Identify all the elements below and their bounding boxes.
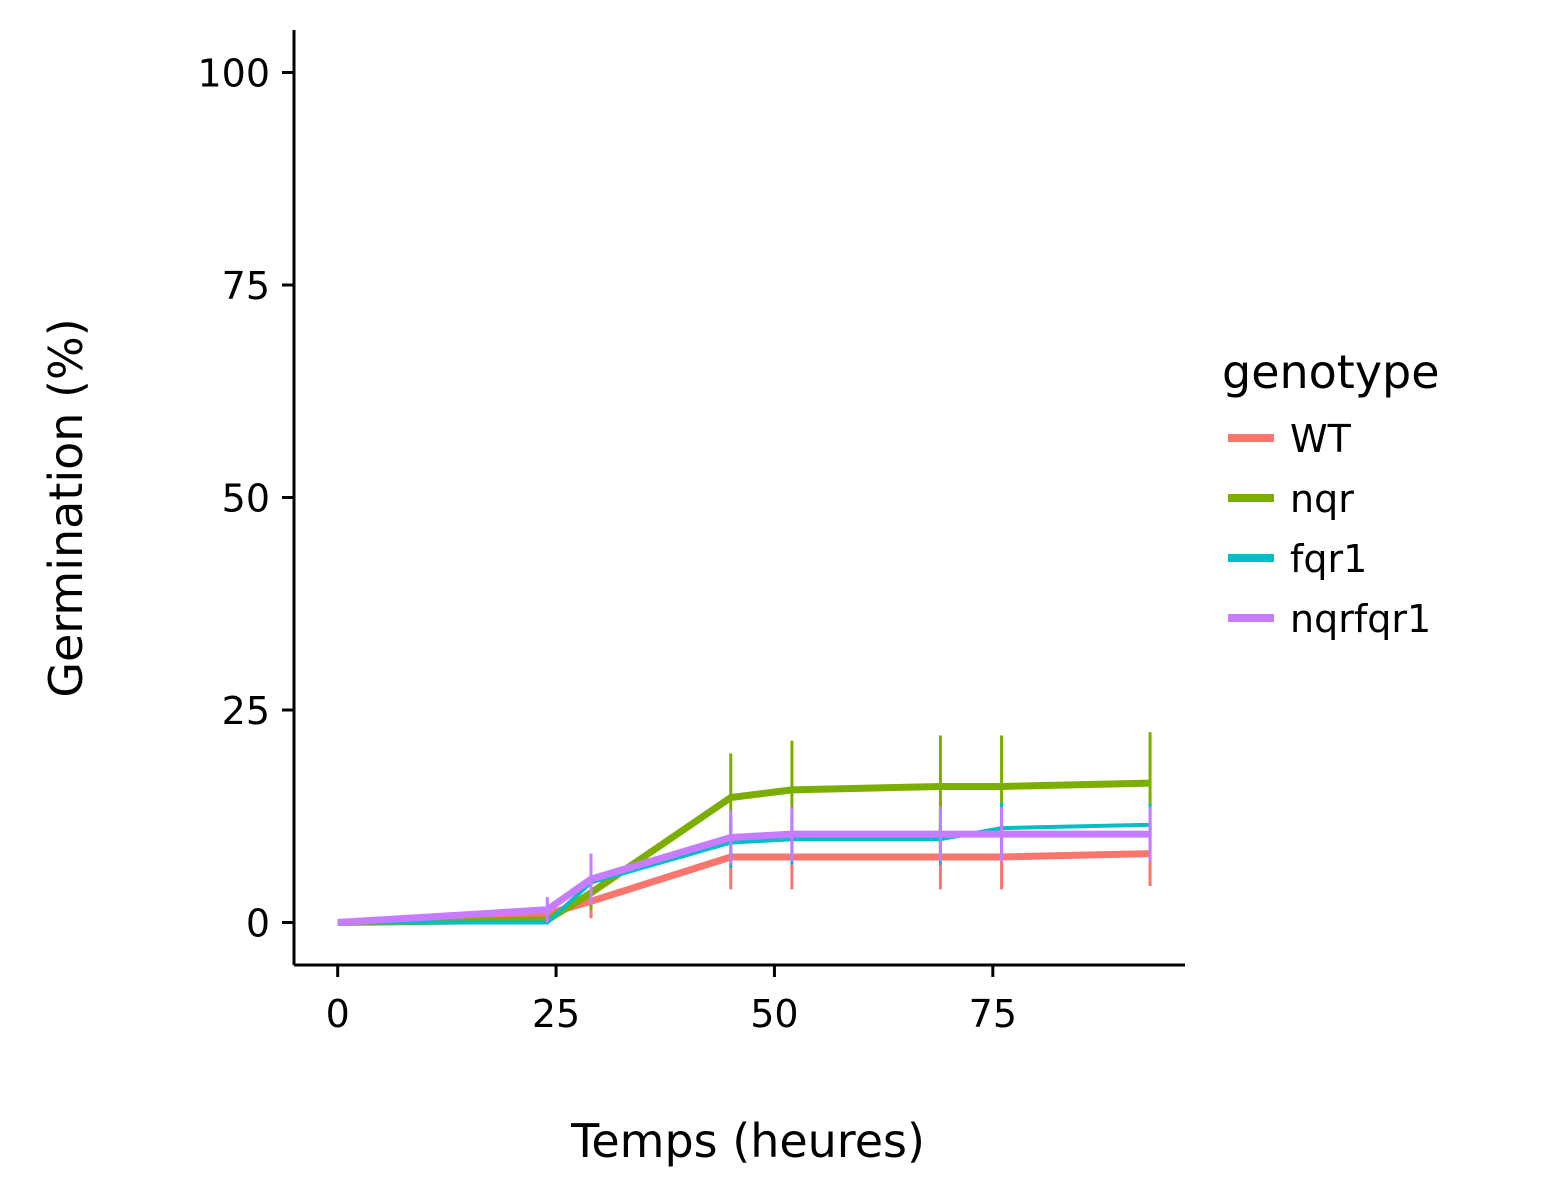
- axes: [292, 30, 1185, 967]
- legend-item-wt: WT: [1228, 417, 1352, 461]
- y-tick-label: 0: [246, 902, 270, 946]
- legend-item-fqr1: fqr1: [1228, 537, 1367, 581]
- y-tick-label: 75: [222, 264, 270, 308]
- x-tick-label: 25: [532, 992, 580, 1036]
- series-fqr1: [337, 802, 1152, 925]
- x-tick-label: 0: [326, 992, 350, 1036]
- legend-title: genotype: [1222, 345, 1440, 399]
- x-axis-title: Temps (heures): [570, 1114, 925, 1168]
- legend-label-fqr1: fqr1: [1290, 537, 1367, 581]
- series-line-fqr1: [337, 822, 1151, 925]
- legend-item-nqr: nqr: [1228, 477, 1354, 521]
- series-nqrfqr1: [337, 806, 1152, 926]
- y-tick-label: 100: [197, 52, 270, 96]
- y-tick-label: 25: [222, 689, 270, 733]
- series-line-nqr: [337, 779, 1151, 926]
- legend-label-nqrfqr1: nqrfqr1: [1290, 597, 1431, 641]
- series-line-nqrfqr1: [337, 830, 1151, 926]
- plot-area: [337, 732, 1152, 926]
- y-ticks: 0 25 50 75 100: [197, 52, 294, 946]
- legend-item-nqrfqr1: nqrfqr1: [1228, 597, 1431, 641]
- x-tick-label: 50: [750, 992, 798, 1036]
- x-tick-label: 75: [969, 992, 1017, 1036]
- legend-label-wt: WT: [1290, 417, 1352, 461]
- x-ticks: 0 25 50 75: [326, 965, 1017, 1036]
- y-axis-title: Germination (%): [39, 318, 93, 697]
- y-tick-label: 50: [222, 477, 270, 521]
- legend-label-nqr: nqr: [1290, 477, 1354, 521]
